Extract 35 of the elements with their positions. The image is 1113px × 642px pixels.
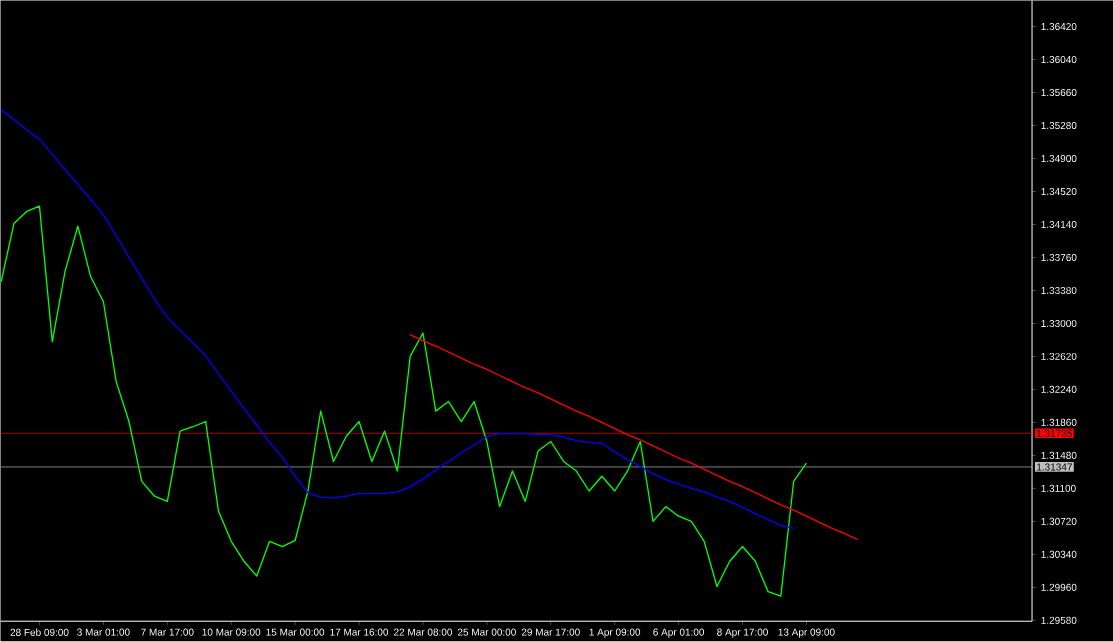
y-tick-label: 1.35660 bbox=[1041, 88, 1077, 97]
line-series bbox=[0, 205, 808, 597]
y-tick-label: 1.30340 bbox=[1041, 550, 1077, 558]
y-tick-label: 1.30720 bbox=[1041, 517, 1077, 525]
y-tick-label: 1.31480 bbox=[1041, 451, 1077, 459]
x-tick-label: 29 Mar 17:00 bbox=[521, 628, 580, 636]
x-tick-label: 8 Apr 17:00 bbox=[717, 628, 768, 638]
y-tick-label: 1.36040 bbox=[1041, 55, 1077, 64]
y-tick-label: 1.32620 bbox=[1041, 352, 1077, 360]
y-tick-label: 1.34900 bbox=[1041, 154, 1077, 162]
y-tick-label: 1.33380 bbox=[1041, 286, 1077, 294]
x-tick-label: 3 Mar 01:00 bbox=[77, 628, 130, 636]
x-tick-label: 13 Apr 09:00 bbox=[778, 628, 835, 638]
y-tick-label: 1.35280 bbox=[1041, 121, 1077, 130]
y-tick-label: 1.31100 bbox=[1041, 484, 1076, 492]
y-tick-label: 1.32240 bbox=[1041, 385, 1077, 393]
x-tick-label: 10 Mar 09:00 bbox=[202, 628, 261, 636]
x-tick-label: 1 Apr 09:00 bbox=[589, 628, 641, 638]
y-tick-label: 1.36420 bbox=[1041, 22, 1077, 31]
x-tick-label: 28 Feb 09:00 bbox=[10, 628, 69, 636]
ref-line-label: 1.31735 bbox=[1037, 429, 1073, 437]
x-tick-label: 7 Mar 17:00 bbox=[141, 628, 194, 636]
ref-line-label: 1.31347 bbox=[1037, 463, 1072, 471]
x-tick-label: 22 Mar 08:00 bbox=[394, 628, 452, 636]
x-tick-label: 17 Mar 16:00 bbox=[330, 628, 389, 636]
y-tick-label: 1.34140 bbox=[1041, 220, 1077, 228]
y-tick-label: 1.29960 bbox=[1041, 583, 1077, 591]
y-tick-label: 1.34520 bbox=[1041, 187, 1077, 195]
y-tick-label: 1.33000 bbox=[1041, 319, 1077, 327]
x-tick-label: 15 Mar 00:00 bbox=[266, 628, 325, 636]
y-tick-label: 1.29580 bbox=[1041, 616, 1077, 624]
y-tick-label: 1.31860 bbox=[1041, 418, 1077, 426]
y-tick-label: 1.33760 bbox=[1041, 253, 1077, 261]
x-tick-label: 25 Mar 00:00 bbox=[457, 628, 516, 636]
x-tick-label: 6 Apr 01:00 bbox=[653, 628, 705, 638]
